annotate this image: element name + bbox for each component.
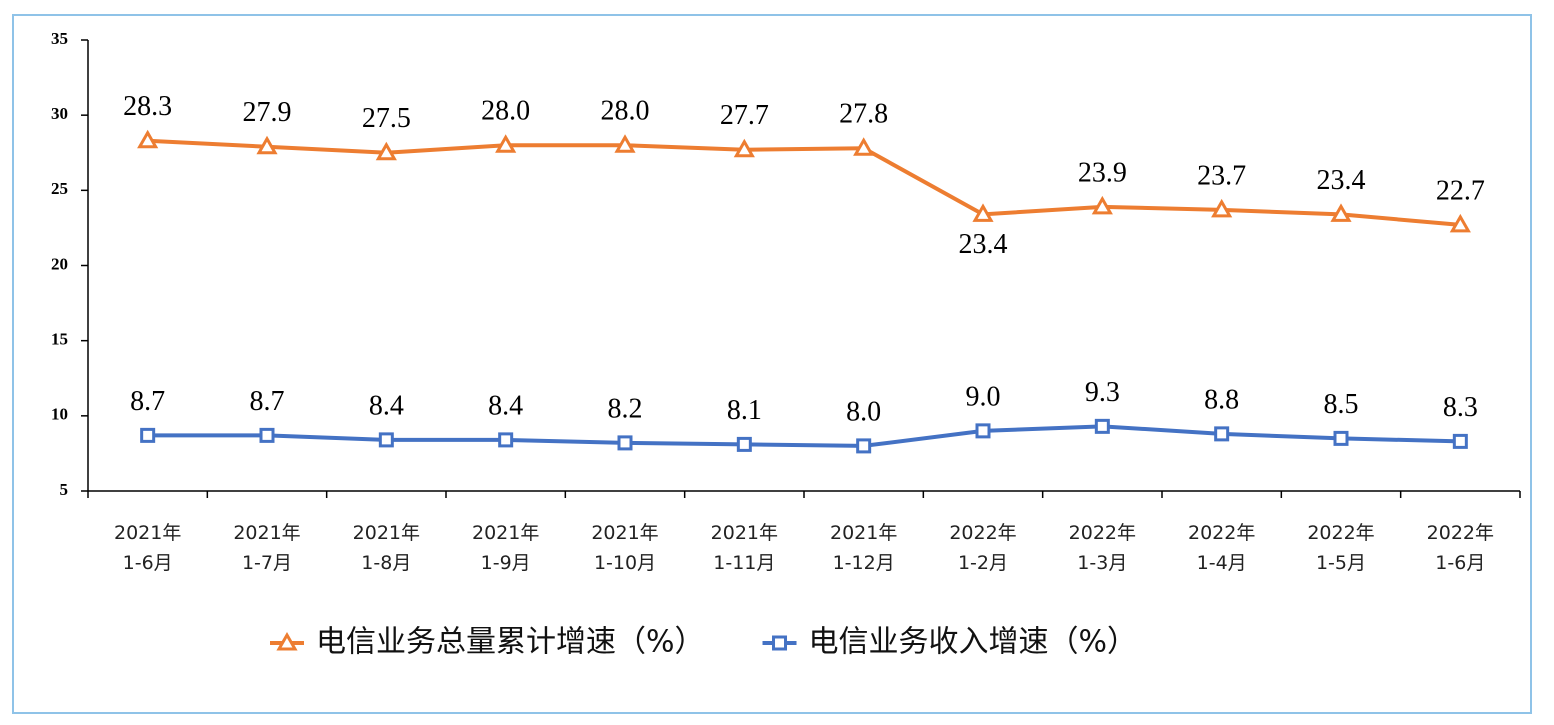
marker (856, 438, 872, 454)
data-label: 23.4 (1317, 165, 1366, 196)
y-tick-label: 20 (51, 254, 68, 273)
x-tick-label-line: 1-12月 (833, 552, 895, 574)
x-tick-label: 2022年 1-3月 (1069, 522, 1136, 574)
data-label: 8.7 (250, 386, 285, 417)
data-label: 8.3 (1443, 392, 1478, 423)
x-tick-label: 2021年 1-11月 (711, 522, 778, 574)
marker (1452, 433, 1468, 449)
y-tick-label: 5 (60, 480, 69, 499)
marker (259, 427, 275, 443)
marker (853, 137, 875, 156)
marker (1094, 418, 1110, 434)
marker (772, 635, 788, 651)
data-label: 28.3 (123, 91, 172, 122)
legend-label: 电信业务总量累计增速（%） (316, 625, 705, 660)
legend-label: 电信业务收入增速（%） (809, 625, 1138, 660)
data-label: 8.8 (1204, 384, 1239, 415)
x-tick-label-line: 1-3月 (1077, 552, 1127, 574)
marker (1330, 203, 1352, 222)
marker (972, 203, 994, 222)
data-label: 27.7 (720, 100, 769, 131)
x-tick-label: 2022年 1-6月 (1427, 522, 1494, 574)
y-tick-label: 25 (51, 179, 68, 198)
data-label: 23.9 (1078, 157, 1127, 188)
marker (1211, 198, 1233, 218)
data-label: 8.7 (130, 386, 165, 417)
marker (1091, 195, 1113, 215)
data-label: 27.5 (362, 103, 411, 134)
frame (12, 14, 1532, 714)
x-tick-label-line: 2021年 (830, 522, 897, 544)
marker (736, 436, 752, 452)
x-tick-label-line: 1-4月 (1197, 552, 1247, 574)
data-label: 8.1 (727, 395, 762, 426)
x-tick-label-line: 2021年 (114, 522, 181, 544)
data-label: 23.7 (1197, 160, 1246, 191)
x-tick-label-line: 1-2月 (958, 552, 1008, 574)
data-label: 22.7 (1436, 175, 1485, 206)
data-label: 8.0 (846, 396, 881, 427)
x-tick-label: 2022年 1-5月 (1307, 522, 1374, 574)
series-line (147, 424, 1461, 448)
marker (137, 129, 159, 149)
x-tick-label: 2022年 1-2月 (949, 522, 1016, 574)
data-label: 9.3 (1085, 377, 1120, 408)
x-tick-label-line: 2022年 (1069, 522, 1136, 544)
x-tick-label-line: 2021年 (711, 522, 778, 544)
x-tick-label-line: 2021年 (233, 522, 300, 544)
marker (975, 423, 991, 439)
x-tick-label: 2021年 1-10月 (591, 522, 658, 574)
marker (617, 435, 633, 451)
x-tick-label-line: 1-6月 (1435, 552, 1485, 574)
x-tick-label-line: 2021年 (353, 522, 420, 544)
x-tick-label-line: 1-10月 (594, 552, 656, 574)
data-label: 28.0 (481, 96, 530, 127)
marker (1214, 426, 1230, 442)
x-tick-label: 2022年 1-4月 (1188, 522, 1255, 574)
x-tick-label-line: 2022年 (1307, 522, 1374, 544)
marker (140, 427, 156, 443)
x-tick-label: 2021年 1-6月 (114, 522, 181, 574)
data-label: 27.8 (839, 99, 888, 130)
y-tick-label: 15 (51, 330, 68, 349)
marker (375, 141, 397, 161)
x-tick-label-line: 1-5月 (1316, 552, 1366, 574)
data-label: 27.9 (243, 97, 292, 128)
marker (733, 138, 755, 158)
data-label: 9.0 (966, 381, 1001, 412)
data-label: 8.2 (608, 393, 643, 424)
x-tick-label-line: 1-11月 (713, 552, 775, 574)
marker (614, 134, 636, 153)
data-label: 8.4 (369, 390, 404, 421)
y-tick-label: 35 (51, 29, 68, 48)
y-tick-label: 10 (51, 405, 68, 424)
data-label: 28.0 (601, 96, 650, 127)
x-tick-label: 2021年 1-8月 (353, 522, 420, 574)
data-label: 23.4 (959, 229, 1008, 260)
marker (276, 631, 298, 651)
marker (498, 432, 514, 448)
x-tick-label: 2021年 1-7月 (233, 522, 300, 574)
x-tick-label-line: 1-8月 (361, 552, 411, 574)
x-tick-label-line: 2022年 (1188, 522, 1255, 544)
marker (1449, 213, 1471, 233)
marker (495, 134, 517, 153)
x-tick-label: 2021年 1-12月 (830, 522, 897, 574)
marker (378, 432, 394, 448)
data-label: 8.5 (1324, 389, 1359, 420)
y-tick-label: 30 (51, 104, 68, 123)
x-tick-label-line: 1-7月 (242, 552, 292, 574)
x-tick-label-line: 1-9月 (481, 552, 531, 574)
x-tick-label-line: 2021年 (472, 522, 539, 544)
marker (1333, 430, 1349, 446)
x-tick-label-line: 2022年 (949, 522, 1016, 544)
data-label: 8.4 (488, 390, 523, 421)
x-tick-label-line: 1-6月 (123, 552, 173, 574)
x-tick-label-line: 2022年 (1427, 522, 1494, 544)
x-tick-label: 2021年 1-9月 (472, 522, 539, 574)
marker (256, 135, 278, 155)
x-tick-label-line: 2021年 (591, 522, 658, 544)
series-line (147, 138, 1461, 227)
